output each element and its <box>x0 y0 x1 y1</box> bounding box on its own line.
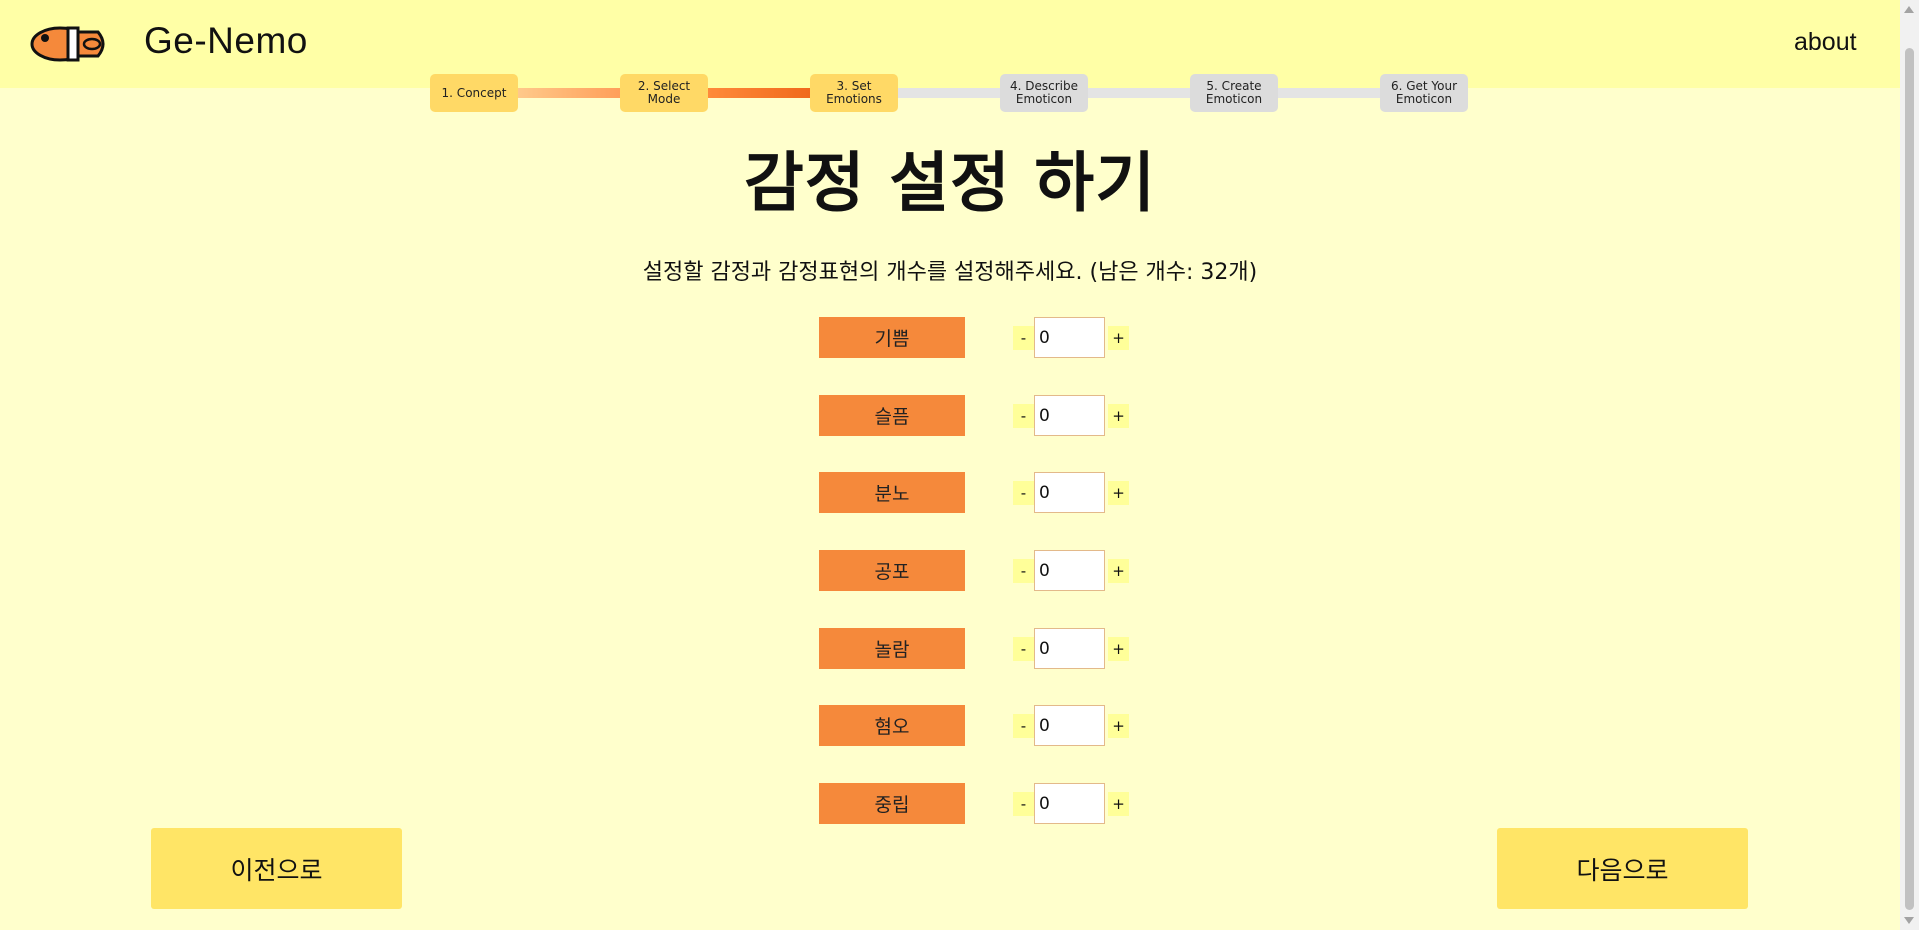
decrement-button[interactable]: - <box>1013 481 1034 505</box>
step-select-mode[interactable]: 2. Select Mode <box>620 74 708 112</box>
emotion-count-input[interactable] <box>1034 550 1105 591</box>
decrement-button[interactable]: - <box>1013 559 1034 583</box>
scroll-up-arrow-icon[interactable] <box>1904 6 1914 13</box>
step-connector-3 <box>898 88 1000 98</box>
decrement-button[interactable]: - <box>1013 637 1034 661</box>
decrement-button[interactable]: - <box>1013 792 1034 816</box>
progress-stepper: 1. Concept 2. Select Mode 3. Set Emotion… <box>430 74 1468 112</box>
emotion-count-input[interactable] <box>1034 317 1105 358</box>
increment-button[interactable]: + <box>1108 637 1129 661</box>
header: Ge-Nemo about <box>0 0 1900 88</box>
emotion-label: 슬픔 <box>819 395 965 436</box>
emotion-label: 분노 <box>819 472 965 513</box>
scroll-down-arrow-icon[interactable] <box>1904 917 1914 924</box>
emotion-row-neutral: 중립 - + <box>819 783 1129 824</box>
emotion-label: 혐오 <box>819 705 965 746</box>
emotion-label: 기쁨 <box>819 317 965 358</box>
emotion-row-anger: 분노 - + <box>819 472 1129 513</box>
increment-button[interactable]: + <box>1108 481 1129 505</box>
step-connector-2 <box>708 88 810 98</box>
step-set-emotions[interactable]: 3. Set Emotions <box>810 74 898 112</box>
emotion-label: 공포 <box>819 550 965 591</box>
vertical-scrollbar[interactable] <box>1900 0 1919 930</box>
page-title: 감정 설정 하기 <box>743 146 1157 221</box>
emotion-row-disgust: 혐오 - + <box>819 705 1129 746</box>
decrement-button[interactable]: - <box>1013 326 1034 350</box>
brand-title[interactable]: Ge-Nemo <box>144 20 308 61</box>
decrement-button[interactable]: - <box>1013 404 1034 428</box>
increment-button[interactable]: + <box>1108 714 1129 738</box>
emotion-row-surprise: 놀람 - + <box>819 628 1129 669</box>
scroll-thumb[interactable] <box>1905 48 1914 910</box>
page-subtitle: 설정할 감정과 감정표현의 개수를 설정해주세요. (남은 개수: 32개) <box>642 260 1258 285</box>
emotion-row-fear: 공포 - + <box>819 550 1129 591</box>
decrement-button[interactable]: - <box>1013 714 1034 738</box>
next-button[interactable]: 다음으로 <box>1497 828 1748 909</box>
previous-button[interactable]: 이전으로 <box>151 828 402 909</box>
emotion-count-input[interactable] <box>1034 705 1105 746</box>
emotion-row-joy: 기쁨 - + <box>819 317 1129 358</box>
step-connector-5 <box>1278 88 1380 98</box>
emotion-count-input[interactable] <box>1034 395 1105 436</box>
step-get-your-emoticon[interactable]: 6. Get Your Emoticon <box>1380 74 1468 112</box>
step-create-emoticon[interactable]: 5. Create Emoticon <box>1190 74 1278 112</box>
step-concept[interactable]: 1. Concept <box>430 74 518 112</box>
goldfish-logo-icon[interactable] <box>30 24 112 64</box>
increment-button[interactable]: + <box>1108 404 1129 428</box>
emotion-count-input[interactable] <box>1034 783 1105 824</box>
emotion-count-input[interactable] <box>1034 472 1105 513</box>
emotion-row-sadness: 슬픔 - + <box>819 395 1129 436</box>
step-connector-4 <box>1088 88 1190 98</box>
increment-button[interactable]: + <box>1108 792 1129 816</box>
about-link[interactable]: about <box>1794 28 1857 56</box>
emotion-count-input[interactable] <box>1034 628 1105 669</box>
step-describe-emoticon[interactable]: 4. Describe Emoticon <box>1000 74 1088 112</box>
emotion-label: 놀람 <box>819 628 965 669</box>
step-connector-1 <box>518 88 620 98</box>
increment-button[interactable]: + <box>1108 326 1129 350</box>
emotion-label: 중립 <box>819 783 965 824</box>
increment-button[interactable]: + <box>1108 559 1129 583</box>
